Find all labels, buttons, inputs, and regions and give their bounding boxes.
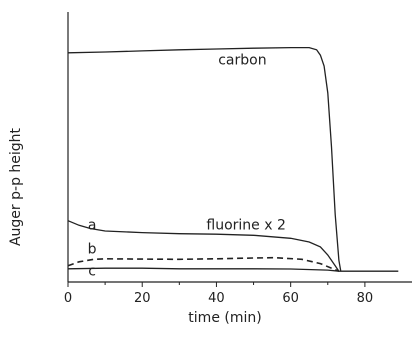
x-axis-label: time (min) [188, 310, 261, 326]
series-line-b [67, 256, 340, 272]
annotation-label: b [88, 242, 97, 258]
x-tick-label: 40 [208, 291, 225, 306]
series-line-c [67, 267, 399, 272]
x-tick-label: 60 [282, 291, 299, 306]
x-tick-label: 0 [64, 291, 72, 306]
annotations: carbon fluorine x 2 abc [88, 53, 286, 280]
series-group [67, 46, 399, 272]
series-line-carbon [67, 46, 342, 272]
series-line-a [67, 220, 340, 272]
x-ticks: 0 20 40 60 80 [64, 282, 373, 306]
annotation-label: c [88, 263, 96, 279]
annotation-label: a [88, 217, 97, 233]
x-tick-label: 20 [134, 291, 151, 306]
axes [67, 12, 412, 283]
x-tick-label: 80 [357, 291, 374, 306]
annotation-label: carbon [218, 53, 266, 69]
y-axis-label: Auger p-p height [8, 127, 24, 246]
annotation-label: fluorine x 2 [206, 217, 285, 233]
